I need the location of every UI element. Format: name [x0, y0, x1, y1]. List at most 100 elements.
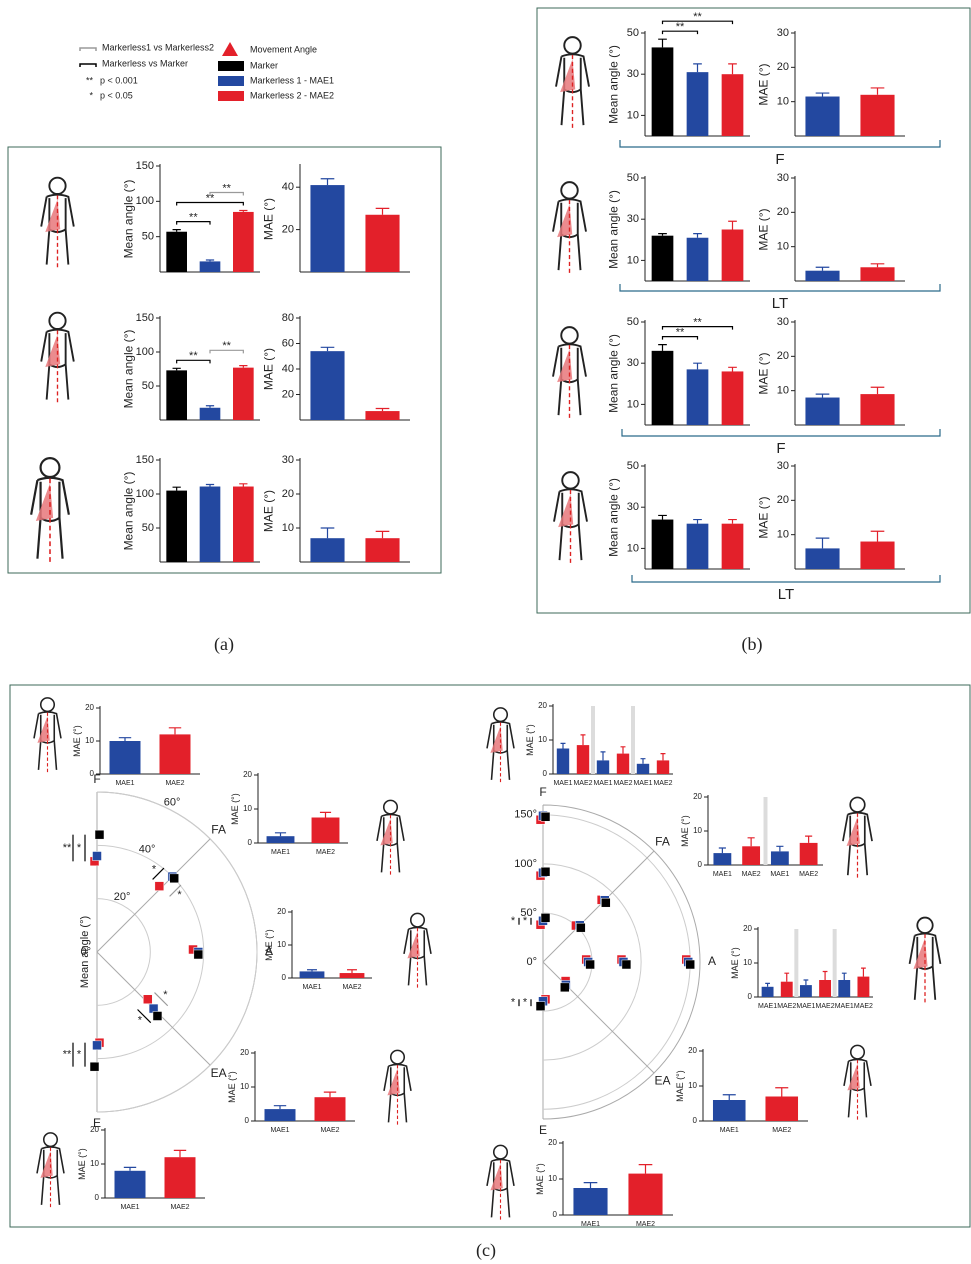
error-bar: [321, 179, 335, 185]
y-tick-label: 10: [688, 1081, 697, 1090]
y-tick-label: 10: [548, 1174, 557, 1183]
significance-label: **: [693, 317, 702, 329]
significance-label: *: [77, 842, 82, 854]
point: [560, 983, 569, 992]
body-icon: [34, 698, 61, 772]
y-axis-label: MAE (°): [756, 496, 770, 538]
y-tick-label: 30: [777, 460, 789, 472]
error-bar: [601, 752, 606, 761]
y-tick-label: 10: [90, 1159, 99, 1168]
error-bar: [728, 64, 737, 74]
significance-label: *: [163, 989, 168, 1001]
legend-label: p < 0.001: [100, 75, 138, 85]
legend-swatch: [218, 61, 244, 71]
y-tick-label: 100: [136, 488, 154, 500]
bar: [573, 1188, 607, 1215]
body-icon: [556, 37, 589, 128]
y-tick-label: 10: [627, 398, 639, 410]
error-bar: [871, 387, 885, 394]
point: [90, 1062, 99, 1071]
point: [155, 882, 164, 891]
y-axis-label: MAE (°): [525, 724, 535, 756]
group-label: LT: [778, 586, 794, 603]
x-tick-label: MAE2: [772, 1127, 791, 1134]
y-tick-label: 0: [90, 769, 95, 778]
y-tick-label: 0: [698, 860, 703, 869]
error-bar: [561, 743, 566, 748]
y-axis-label: MAE (°): [77, 1148, 87, 1180]
significance-label: **: [693, 11, 702, 23]
bar: [340, 973, 365, 978]
error-bar: [206, 406, 214, 408]
error-bar: [658, 515, 667, 519]
radial-tick-label: 100°: [514, 858, 537, 870]
bar: [265, 1109, 296, 1121]
bar: [365, 411, 399, 420]
polar-spoke: [543, 851, 654, 962]
error-bar: [174, 1150, 186, 1157]
x-tick-label: MAE2: [799, 871, 818, 878]
direction-label: A: [708, 954, 716, 968]
error-bar: [765, 983, 770, 986]
significance-label: **: [676, 327, 685, 339]
y-tick-label: 20: [777, 206, 789, 218]
body-icon: [41, 313, 74, 403]
y-tick-label: 0: [543, 769, 548, 778]
y-tick-label: 10: [627, 109, 639, 121]
y-tick-label: 30: [627, 357, 639, 369]
y-tick-label: 0: [245, 1116, 250, 1125]
bar: [805, 97, 839, 136]
body-icon: [31, 458, 69, 562]
panel-label: (a): [214, 634, 234, 655]
group-bracket: [620, 140, 940, 147]
x-tick-label: MAE1: [720, 1127, 739, 1134]
point: [93, 1041, 102, 1050]
y-tick-label: 10: [627, 542, 639, 554]
legend-label: p < 0.05: [100, 90, 133, 100]
direction-label: EA: [654, 1074, 670, 1088]
x-tick-label: MAE1: [120, 1204, 139, 1211]
radial-tick-label: 150°: [514, 809, 537, 821]
y-axis-label: MAE (°): [730, 947, 740, 979]
error-bar: [871, 531, 885, 541]
point: [601, 898, 610, 907]
x-tick-label: MAE2: [636, 1221, 655, 1228]
error-bar: [119, 738, 131, 741]
x-tick-label: MAE2: [854, 1003, 873, 1010]
y-tick-label: 20: [777, 61, 789, 73]
y-axis-label: MAE (°): [261, 348, 275, 390]
x-tick-label: MAE2: [573, 780, 592, 787]
point: [95, 830, 104, 839]
y-axis-label: Mean angle (°): [79, 916, 91, 988]
bar: [166, 232, 187, 272]
bar: [365, 215, 399, 272]
point: [541, 812, 550, 821]
y-tick-label: 50: [142, 522, 154, 534]
error-bar: [693, 520, 702, 524]
error-bar: [621, 747, 626, 754]
x-tick-label: MAE1: [271, 849, 290, 856]
x-tick-label: MAE1: [581, 1221, 600, 1228]
error-bar: [816, 538, 830, 548]
error-bar: [693, 64, 702, 72]
y-tick-label: 20: [548, 1138, 557, 1147]
error-bar: [658, 39, 667, 47]
direction-label: FA: [211, 823, 226, 837]
y-tick-label: 0: [748, 992, 753, 1001]
y-axis-label: Mean angle (°): [121, 330, 135, 409]
y-axis-label: MAE (°): [72, 725, 82, 757]
group-separator: [833, 929, 837, 997]
bar: [860, 95, 894, 136]
point: [622, 960, 631, 969]
bar: [687, 238, 709, 281]
y-tick-label: 30: [777, 316, 789, 328]
x-tick-label: MAE2: [316, 849, 335, 856]
significance-label: *: [511, 915, 516, 927]
bar: [838, 980, 850, 997]
y-tick-label: 30: [282, 454, 294, 466]
significance-label: *: [177, 889, 182, 901]
bar: [722, 524, 744, 569]
error-bar: [169, 728, 181, 735]
error-bar: [347, 970, 357, 973]
error-bar: [728, 221, 737, 229]
